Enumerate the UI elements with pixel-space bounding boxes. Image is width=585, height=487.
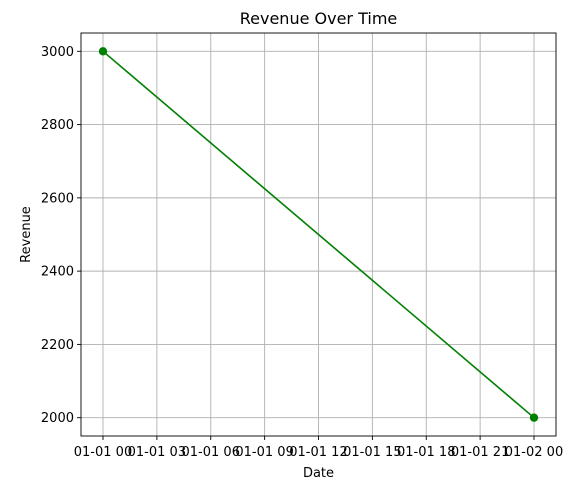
x-tick-label: 01-01 09 [235, 445, 293, 460]
data-point [529, 413, 539, 422]
y-tick-label: 2000 [41, 411, 74, 426]
x-tick-label: 01-01 12 [289, 445, 347, 460]
x-tick-label: 01-01 00 [74, 445, 132, 460]
y-tick-label: 2600 [41, 191, 74, 206]
x-tick-label: 01-01 18 [397, 445, 455, 460]
y-tick-label: 2800 [41, 118, 74, 133]
series-layer [98, 47, 539, 422]
x-tick-label: 01-01 15 [343, 445, 401, 460]
x-tick-label: 01-01 06 [182, 445, 240, 460]
x-tick-label: 01-01 03 [128, 445, 186, 460]
y-tick-label: 2200 [41, 338, 74, 353]
x-tick-label: 01-01 21 [451, 445, 509, 460]
y-axis-label: Revenue [19, 206, 34, 263]
series-line [102, 50, 535, 419]
data-point [98, 47, 108, 56]
x-axis-label: Date [303, 466, 334, 481]
y-tick-label: 3000 [41, 45, 74, 60]
chart-title: Revenue Over Time [240, 9, 398, 28]
x-tick-label: 01-02 00 [505, 445, 563, 460]
y-tick-label: 2400 [41, 265, 74, 280]
y-axis: 2000 2200 2400 2600 2800 3000 [41, 45, 81, 426]
